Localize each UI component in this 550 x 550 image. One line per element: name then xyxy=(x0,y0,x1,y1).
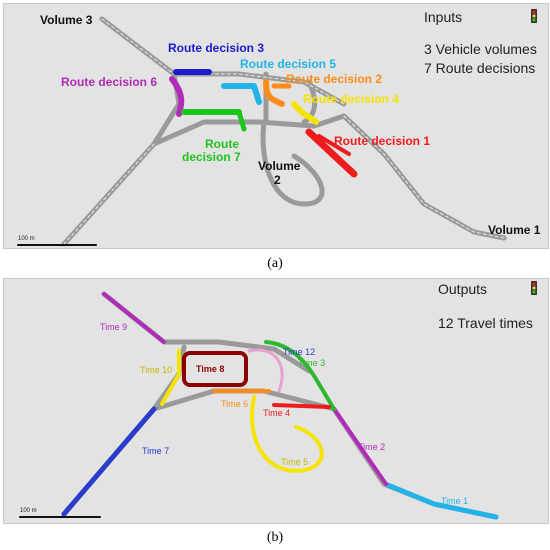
route-decision-1-label: Route decision 1 xyxy=(334,134,431,148)
time-6-label: Time 6 xyxy=(221,399,249,409)
outputs-panel: Time 9 Time 10 Time 8 Time 12 Time 3 Tim… xyxy=(3,278,549,524)
route-decision-4-segment xyxy=(291,101,319,125)
time-3-label: Time 3 xyxy=(298,358,326,368)
volume-2-label-line1: Volume xyxy=(258,159,301,173)
route-decision-6-label: Route decision 6 xyxy=(61,75,158,89)
volume-3-label: Volume 3 xyxy=(40,13,93,27)
route-decision-5-segment xyxy=(221,83,262,105)
time-5-label: Time 5 xyxy=(281,457,309,467)
route-decisions-summary: 7 Route decisions xyxy=(424,60,536,76)
travel-times-summary: 12 Travel times xyxy=(438,315,533,331)
time-2-segment xyxy=(332,407,388,486)
network-map-inputs xyxy=(17,16,507,247)
traffic-light-icon[interactable] xyxy=(529,9,539,23)
time-4-segment xyxy=(272,403,331,409)
time-10-label: Time 10 xyxy=(140,365,173,375)
time-9-label: Time 9 xyxy=(100,322,128,332)
route-decision-1-segment xyxy=(305,128,358,178)
route-decision-2-segment xyxy=(263,79,285,107)
route-decision-7-label-line1: Route xyxy=(205,137,239,151)
route-decision-7-label-line2: decision 7 xyxy=(182,150,241,164)
network-map-outputs xyxy=(19,291,499,520)
panel-a-title: Inputs xyxy=(424,9,463,25)
vehicle-volumes-summary: 3 Vehicle volumes xyxy=(424,41,537,57)
traffic-light-icon[interactable] xyxy=(529,281,539,295)
time-3-segment xyxy=(264,340,336,411)
volume-1-label: Volume 1 xyxy=(488,223,541,237)
time-1-label: Time 1 xyxy=(441,496,469,506)
route-decision-5-label: Route decision 5 xyxy=(240,57,337,71)
time-10-segment xyxy=(160,349,181,406)
route-decision-3-label: Route decision 3 xyxy=(168,41,265,55)
time-8-segment xyxy=(182,351,248,387)
time-12-segment xyxy=(247,348,284,393)
route-decision-2-label: Route decision 2 xyxy=(286,72,383,86)
route-decision-6-segment xyxy=(169,76,185,117)
time-8-label: Time 8 xyxy=(196,364,225,374)
inputs-panel: Volume 3 Route decision 3 Route decision… xyxy=(3,3,549,249)
volume-2-label-line2: 2 xyxy=(274,173,281,187)
time-1-segment xyxy=(385,482,499,520)
scale-label: 100 m xyxy=(18,236,35,242)
caption-a: (a) xyxy=(267,256,283,271)
panel-b-title: Outputs xyxy=(438,281,488,297)
time-7-label: Time 7 xyxy=(142,446,170,456)
time-5-segment xyxy=(250,395,324,473)
time-7-segment xyxy=(61,406,157,517)
scale-label: 100 m xyxy=(20,508,37,514)
time-4-label: Time 4 xyxy=(263,408,291,418)
route-decision-4-label: Route decision 4 xyxy=(303,92,400,106)
caption-b: (b) xyxy=(266,530,284,545)
time-2-label: Time 2 xyxy=(358,442,386,452)
time-9-segment xyxy=(102,292,166,344)
time-12-label: Time 12 xyxy=(283,347,316,357)
